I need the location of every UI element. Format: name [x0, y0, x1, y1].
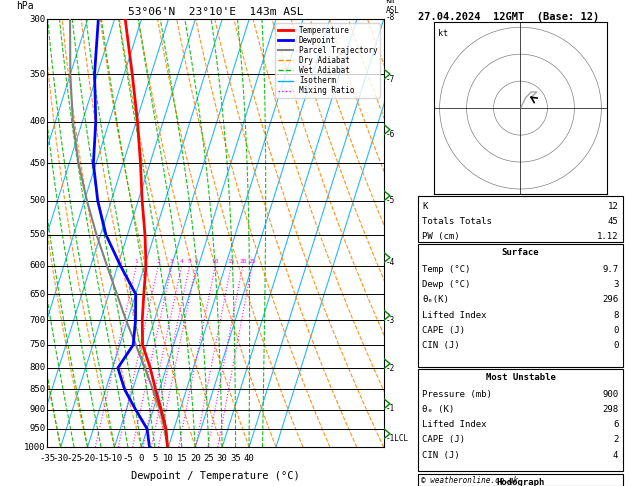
Text: Lifted Index: Lifted Index	[422, 311, 487, 320]
Text: -5: -5	[123, 453, 133, 463]
Text: CAPE (J): CAPE (J)	[422, 326, 465, 335]
Text: 900: 900	[30, 405, 45, 414]
Text: 1000: 1000	[24, 443, 45, 451]
Text: CAPE (J): CAPE (J)	[422, 435, 465, 445]
Text: Surface: Surface	[502, 248, 539, 258]
Text: 2: 2	[157, 259, 160, 263]
Text: 15: 15	[176, 453, 187, 463]
Text: 2: 2	[613, 435, 618, 445]
Text: 10: 10	[163, 453, 174, 463]
Text: 20: 20	[190, 453, 201, 463]
Text: -25: -25	[66, 453, 82, 463]
Title: 53°06'N  23°10'E  143m ASL: 53°06'N 23°10'E 143m ASL	[128, 7, 303, 17]
Text: 0: 0	[139, 453, 144, 463]
Text: 5: 5	[152, 453, 157, 463]
Text: 450: 450	[30, 159, 45, 168]
Text: 550: 550	[30, 230, 45, 239]
Text: 6: 6	[194, 259, 198, 263]
Text: 1: 1	[135, 259, 138, 263]
Text: 4: 4	[180, 259, 184, 263]
Text: 650: 650	[30, 290, 45, 298]
Text: -5: -5	[386, 196, 394, 206]
Text: -10: -10	[106, 453, 123, 463]
Text: 750: 750	[30, 340, 45, 349]
Text: km
ASL: km ASL	[386, 0, 399, 15]
Legend: Temperature, Dewpoint, Parcel Trajectory, Dry Adiabat, Wet Adiabat, Isotherm, Mi: Temperature, Dewpoint, Parcel Trajectory…	[276, 23, 380, 98]
Text: 40: 40	[243, 453, 255, 463]
Text: 296: 296	[602, 295, 618, 305]
Text: 9.7: 9.7	[602, 265, 618, 275]
Text: 0: 0	[613, 326, 618, 335]
Text: 27.04.2024  12GMT  (Base: 12): 27.04.2024 12GMT (Base: 12)	[418, 12, 599, 22]
Text: -1LCL: -1LCL	[386, 434, 408, 443]
Text: kt: kt	[438, 29, 448, 38]
Text: Hodograph: Hodograph	[496, 478, 545, 486]
Text: -7: -7	[386, 75, 394, 84]
Text: CIN (J): CIN (J)	[422, 341, 460, 350]
Text: Temp (°C): Temp (°C)	[422, 265, 470, 275]
Text: 6: 6	[613, 420, 618, 430]
Text: 4: 4	[613, 451, 618, 460]
Text: 45: 45	[608, 217, 618, 226]
Text: 10: 10	[211, 259, 219, 263]
Text: -4: -4	[386, 258, 394, 267]
Text: © weatheronline.co.uk: © weatheronline.co.uk	[421, 476, 518, 485]
Text: -1: -1	[386, 404, 394, 414]
Text: -15: -15	[93, 453, 109, 463]
Text: 25: 25	[248, 259, 256, 263]
Text: -30: -30	[53, 453, 69, 463]
Text: 12: 12	[608, 202, 618, 211]
Text: Dewpoint / Temperature (°C): Dewpoint / Temperature (°C)	[131, 470, 300, 481]
Text: 800: 800	[30, 364, 45, 372]
Text: 950: 950	[30, 424, 45, 434]
Text: 3: 3	[613, 280, 618, 290]
Text: 25: 25	[203, 453, 214, 463]
Text: 500: 500	[30, 196, 45, 206]
Text: 298: 298	[602, 405, 618, 415]
Text: 5: 5	[187, 259, 191, 263]
Text: -8: -8	[386, 13, 394, 21]
Text: 3: 3	[170, 259, 174, 263]
Text: -20: -20	[79, 453, 96, 463]
Text: 30: 30	[217, 453, 228, 463]
Text: Pressure (mb): Pressure (mb)	[422, 390, 492, 399]
Text: Most Unstable: Most Unstable	[486, 373, 555, 382]
Text: 900: 900	[602, 390, 618, 399]
Text: K: K	[422, 202, 428, 211]
Text: θₑ (K): θₑ (K)	[422, 405, 454, 415]
Text: PW (cm): PW (cm)	[422, 232, 460, 242]
Text: 850: 850	[30, 385, 45, 394]
Text: 15: 15	[228, 259, 235, 263]
Text: 300: 300	[30, 15, 45, 24]
Text: 8: 8	[613, 311, 618, 320]
Text: -35: -35	[39, 453, 55, 463]
Text: Lifted Index: Lifted Index	[422, 420, 487, 430]
Text: 35: 35	[230, 453, 241, 463]
Text: 350: 350	[30, 69, 45, 79]
Text: CIN (J): CIN (J)	[422, 451, 460, 460]
Text: 1.12: 1.12	[597, 232, 618, 242]
Text: 400: 400	[30, 117, 45, 126]
Text: -6: -6	[386, 130, 394, 139]
Text: hPa: hPa	[16, 1, 34, 11]
Text: 0: 0	[613, 341, 618, 350]
Text: Totals Totals: Totals Totals	[422, 217, 492, 226]
Text: -2: -2	[386, 364, 394, 373]
Text: θₑ(K): θₑ(K)	[422, 295, 449, 305]
Text: -3: -3	[386, 316, 394, 325]
Text: Dewp (°C): Dewp (°C)	[422, 280, 470, 290]
Text: 600: 600	[30, 261, 45, 270]
Text: 700: 700	[30, 316, 45, 325]
Text: 20: 20	[239, 259, 247, 263]
